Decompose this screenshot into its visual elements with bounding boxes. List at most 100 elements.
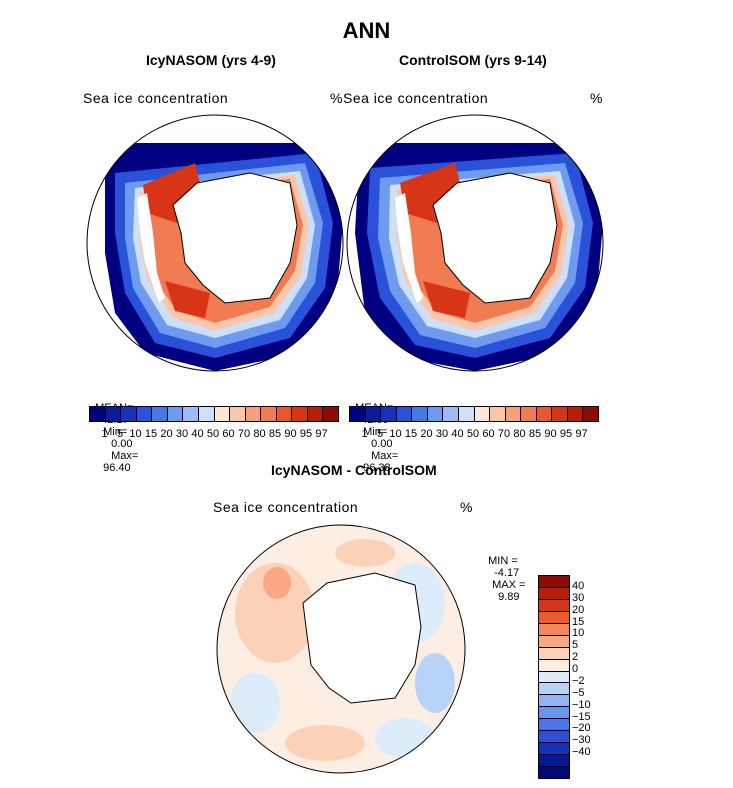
colorbar-swatch	[121, 407, 137, 421]
colorbar-tick-label: 40	[572, 579, 585, 592]
min-label: Min=	[363, 426, 388, 438]
colorbar-swatch	[230, 407, 246, 421]
colorbar-difference-labels: 40 30 20 15 10 5 2 0 −2 −5 −10 −15 −20 −30 −40	[572, 575, 622, 777]
colorbar-swatch	[443, 407, 459, 421]
colorbar-swatch	[183, 407, 199, 421]
max-label: Max=	[371, 450, 399, 462]
colorbar-swatch	[539, 647, 569, 660]
colorbar-tick-label: 5	[376, 428, 384, 440]
diff-min-label: MIN =	[488, 555, 518, 567]
colorbar-tick-label: −10	[572, 698, 591, 711]
colorbar-tick-label: 15	[144, 428, 158, 440]
colorbar-tick-label: 0	[572, 663, 579, 676]
colorbar-tick-label: 5	[116, 428, 124, 440]
colorbar-swatch	[552, 407, 568, 421]
colorbar-tick-label: 90	[544, 428, 557, 440]
colorbar-tick-label: 95	[299, 428, 313, 440]
colorbar-tick-label: 80	[513, 428, 526, 440]
colorbar-swatch	[539, 731, 569, 744]
panel-right-field-label: Sea ice concentration	[343, 90, 489, 106]
colorbar-tick-label: 15	[404, 428, 418, 440]
diff-max-value: 9.89	[498, 591, 520, 603]
colorbar-swatch	[539, 743, 569, 756]
colorbar-tick-label: 10	[572, 627, 585, 640]
colorbar-tick-label: 80	[253, 428, 266, 440]
colorbar-tick-label: 20	[420, 428, 433, 440]
min-value: 0.00	[371, 438, 393, 450]
colorbar-swatch	[245, 407, 262, 421]
colorbar-swatch	[323, 407, 338, 421]
colorbar-swatch	[214, 407, 231, 421]
colorbar-tick-label: 10	[129, 428, 142, 440]
colorbar-difference	[538, 575, 570, 779]
colorbar-tick-label: −20	[572, 722, 591, 735]
colorbar-swatch	[539, 599, 569, 612]
colorbar-tick-label: 95	[559, 428, 573, 440]
colorbar-swatch	[276, 407, 293, 421]
colorbar-tick-label: 15	[572, 615, 585, 628]
colorbar-left-labels: 1 5 10 15 20 30 40 50 60 70 80 85 90 95 97	[89, 428, 337, 442]
colorbar-swatch	[539, 671, 569, 684]
colorbar-swatch	[427, 407, 444, 421]
colorbar-tick-label: 20	[572, 603, 585, 616]
diff-stats: MIN = -4.17 MAX = 9.89	[482, 543, 525, 603]
colorbar-swatch	[105, 407, 122, 421]
colorbar-swatch	[539, 695, 569, 708]
colorbar-swatch	[396, 407, 413, 421]
colorbar-swatch	[521, 407, 537, 421]
colorbar-swatch	[539, 587, 569, 600]
colorbar-swatch	[350, 407, 366, 421]
colorbar-tick-label: 85	[528, 428, 542, 440]
colorbar-tick-label: 97	[315, 428, 328, 440]
colorbar-swatch	[539, 767, 569, 778]
min-label: Min=	[103, 426, 128, 438]
panel-right-title: ControlSOM (yrs 9-14)	[399, 52, 547, 68]
colorbar-swatch	[307, 407, 324, 421]
colorbar-swatch	[539, 635, 569, 648]
colorbar-swatch	[536, 407, 553, 421]
colorbar-tick-label: 1	[101, 428, 108, 440]
colorbar-swatch	[261, 407, 277, 421]
colorbar-tick-label: 90	[284, 428, 297, 440]
max-value: 96.38	[363, 462, 391, 474]
colorbar-tick-label: 30	[572, 591, 585, 604]
map-controlsom	[346, 114, 604, 372]
diff-units: %	[460, 499, 473, 515]
colorbar-tick-label: 20	[160, 428, 173, 440]
diff-title: IcyNASOM - ControlSOM	[271, 462, 437, 478]
colorbar-tick-label: 1	[361, 428, 368, 440]
colorbar-tick-label: −2	[572, 674, 585, 687]
colorbar-tick-label: 30	[175, 428, 189, 440]
colorbar-tick-label: −30	[572, 734, 591, 747]
colorbar-swatch	[474, 407, 491, 421]
colorbar-swatch	[292, 407, 308, 421]
colorbar-swatch	[505, 407, 522, 421]
panel-left-title: IcyNASOM (yrs 4-9)	[146, 52, 276, 68]
colorbar-tick-label: 60	[222, 428, 235, 440]
panel-left-field-label: Sea ice concentration	[83, 90, 229, 106]
panel-right-units: %	[590, 90, 603, 106]
colorbar-tick-label: 2	[572, 651, 579, 664]
max-value: 96.40	[103, 462, 131, 474]
colorbar-swatch	[90, 407, 106, 421]
colorbar-swatch	[458, 407, 475, 421]
colorbar-tick-label: 50	[466, 428, 480, 440]
colorbar-left	[89, 406, 339, 422]
colorbar-swatch	[539, 755, 569, 767]
map-icynasom	[86, 114, 344, 372]
panel-left-units: %	[330, 90, 343, 106]
diff-max-label: MAX =	[492, 579, 526, 591]
colorbar-tick-label: −15	[572, 710, 591, 723]
colorbar-tick-label: 40	[191, 428, 204, 440]
colorbar-tick-label: 97	[575, 428, 588, 440]
colorbar-swatch	[539, 659, 569, 672]
colorbar-swatch	[412, 407, 428, 421]
colorbar-tick-label: −5	[572, 686, 585, 699]
colorbar-swatch	[381, 407, 397, 421]
map-difference	[216, 524, 466, 774]
colorbar-tick-label: 70	[237, 428, 251, 440]
colorbar-swatch	[136, 407, 153, 421]
main-title: ANN	[342, 18, 391, 43]
colorbar-right-labels: 1 5 10 15 20 30 40 50 60 70 80 85 90 95 97	[349, 428, 597, 442]
colorbar-tick-label: −40	[572, 746, 591, 759]
